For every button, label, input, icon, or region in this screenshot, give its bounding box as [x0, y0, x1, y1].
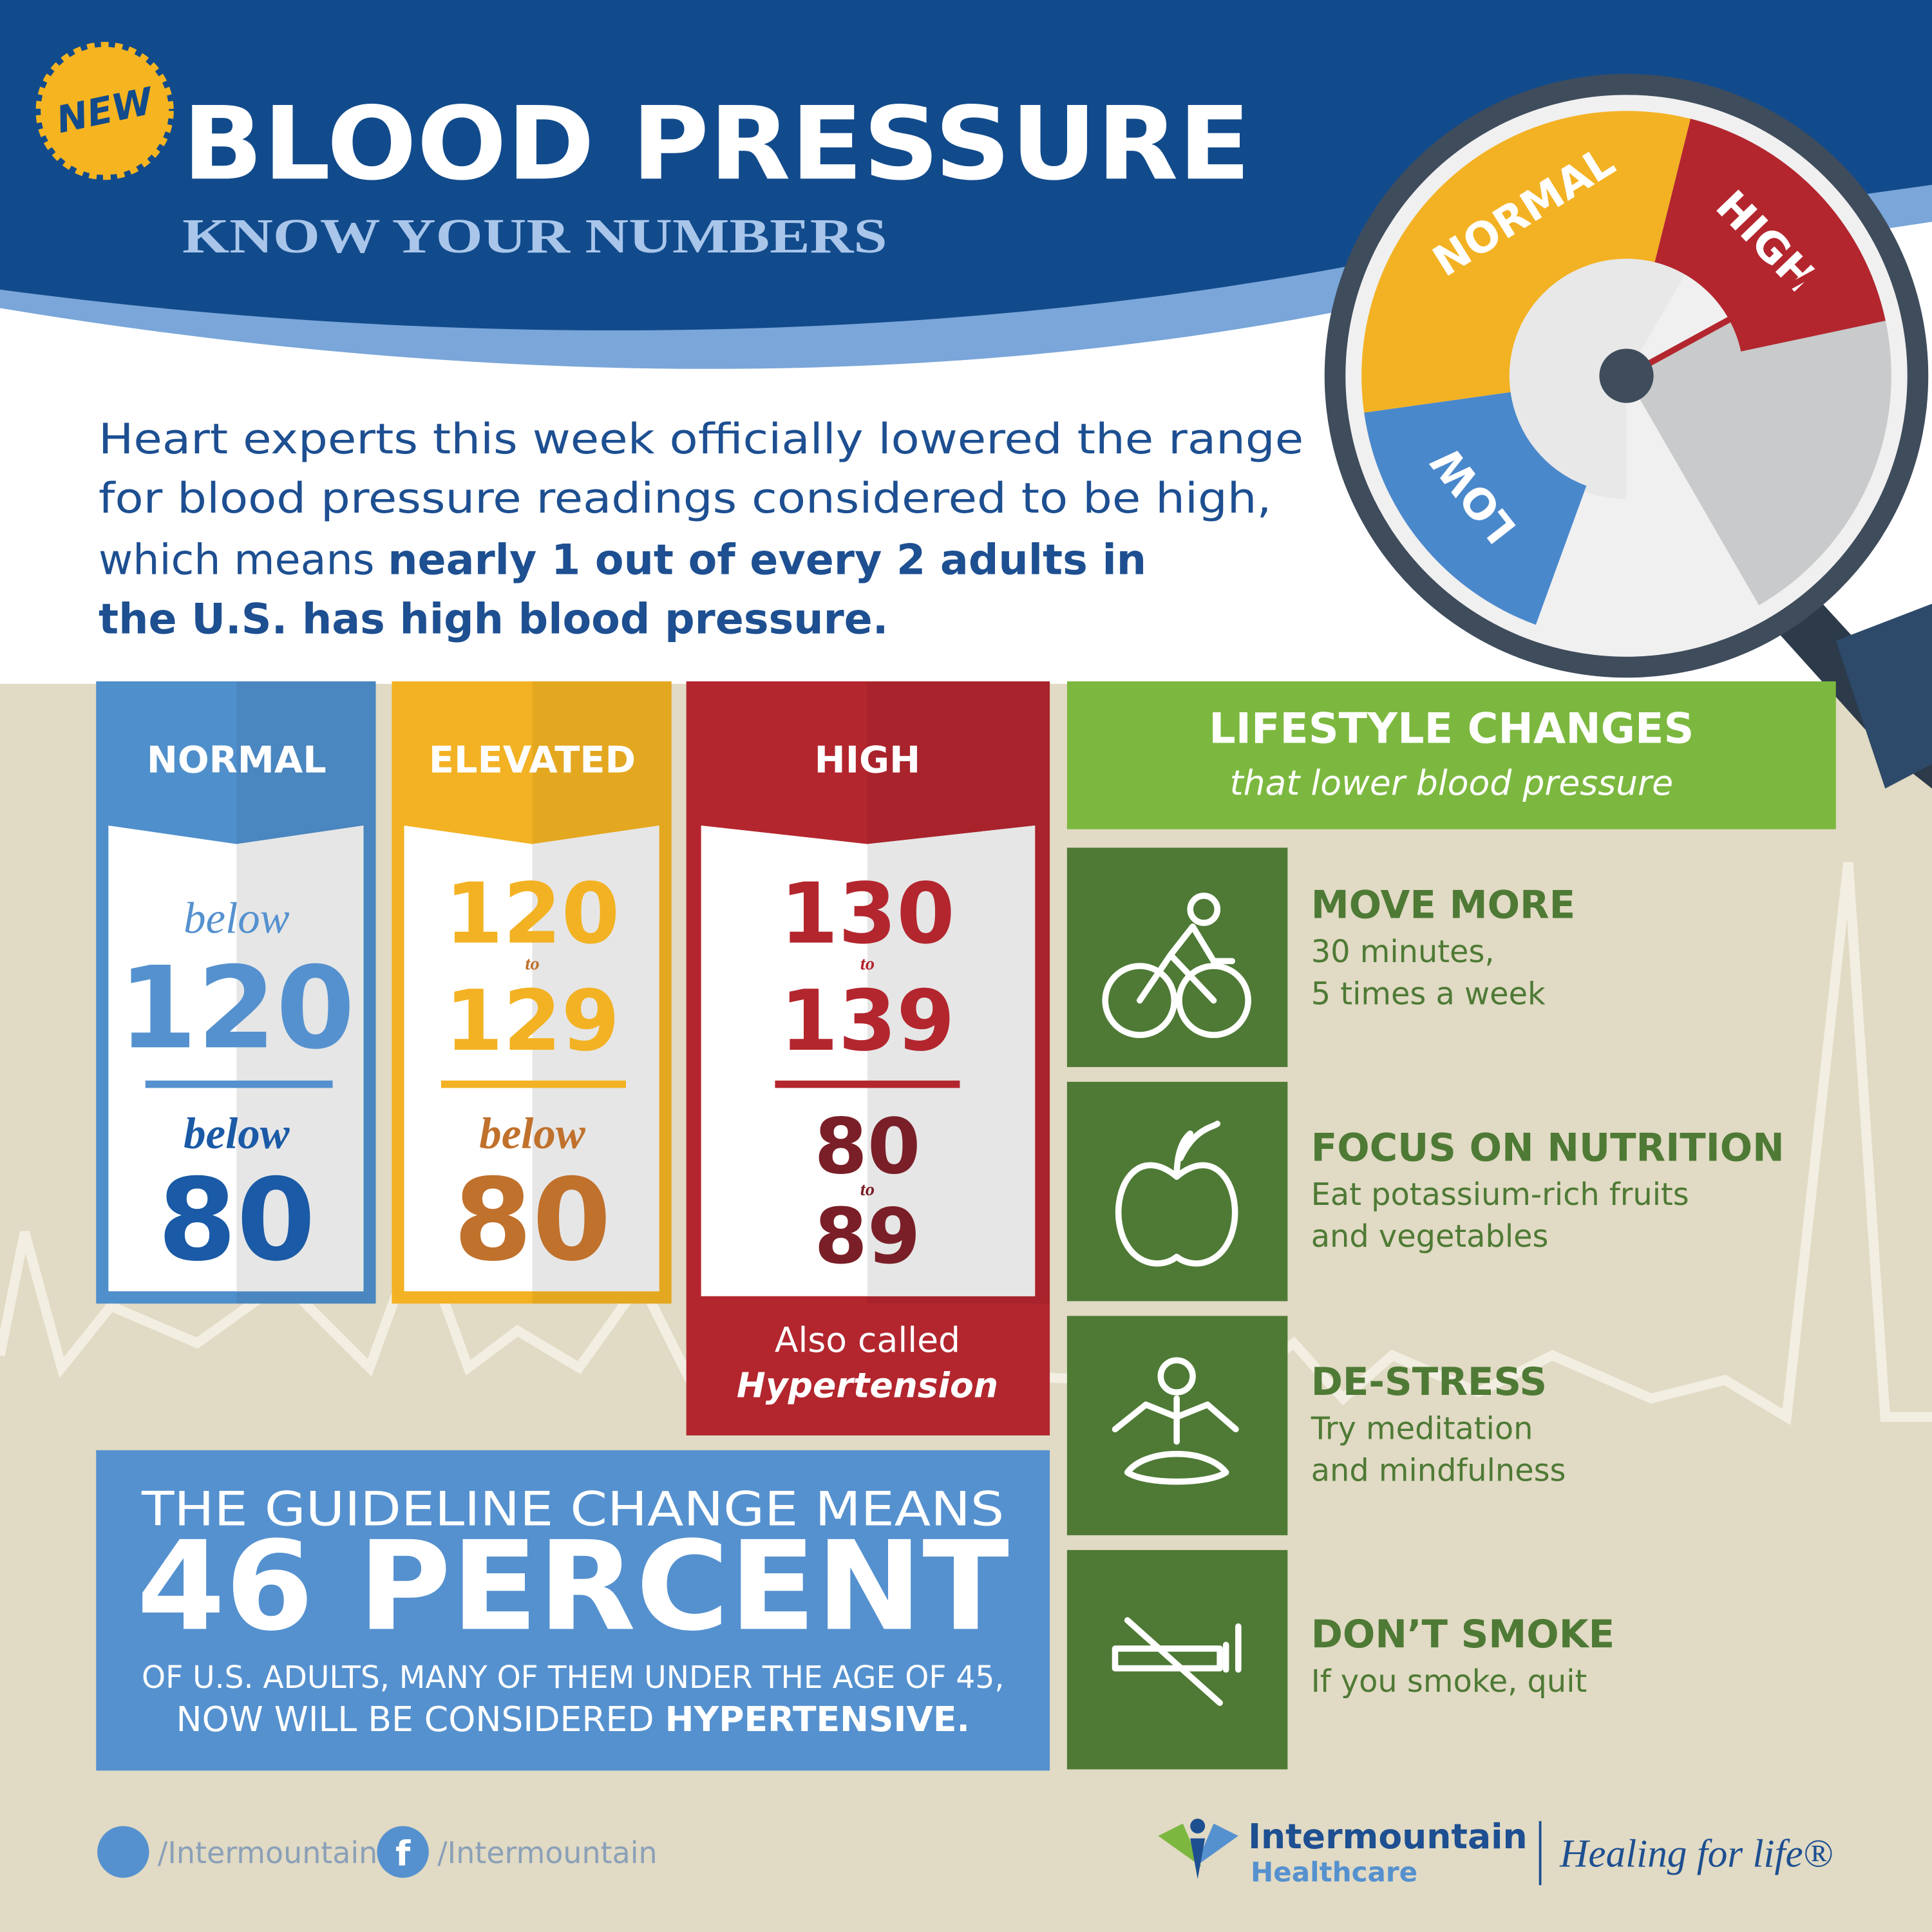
needle — [1625, 258, 1838, 379]
card-number: 80 — [453, 1154, 611, 1286]
tip-text: Eat potassium-rich fruits — [1311, 1177, 1689, 1213]
tip-title: MOVE MORE — [1311, 882, 1575, 927]
new-badge — [35, 42, 174, 180]
card-prefix: below — [479, 1109, 586, 1158]
intro-bold: the U.S. has high blood pressure. — [99, 595, 888, 643]
card-number: 120 — [445, 865, 620, 963]
gauge-normal — [1361, 111, 1691, 413]
tip-title: DE-STRESS — [1311, 1359, 1547, 1404]
card-prefix: below — [184, 893, 290, 942]
needle-hub — [1599, 348, 1654, 403]
twitter-icon — [97, 1826, 149, 1878]
subtitle: KNOW YOUR NUMBERS — [182, 209, 887, 263]
card-note: Also called — [775, 1320, 960, 1360]
lifestyle-list: MOVE MORE 30 minutes, 5 times a week FOCUS … — [1066, 848, 1785, 1770]
card-number: 89 — [814, 1192, 920, 1281]
stat-bold: HYPERTENSIVE. — [665, 1699, 970, 1739]
card-panel-shade — [867, 825, 1036, 1296]
no-smoking-icon — [1112, 1617, 1242, 1706]
tip-title: DON’T SMOKE — [1311, 1612, 1615, 1656]
icon-shape — [1112, 1645, 1223, 1672]
stat-line: THE GUIDELINE CHANGE MEANS — [141, 1483, 1004, 1537]
card-note-bold: Hypertension — [737, 1365, 998, 1406]
facebook-handle: /Intermountain — [437, 1835, 657, 1870]
brand-logo — [1158, 1818, 1238, 1879]
card-title: HIGH — [815, 739, 920, 782]
stat-line: OF U.S. ADULTS, MANY OF THEM UNDER THE A… — [142, 1660, 1004, 1696]
card-to: to — [525, 954, 539, 974]
card-to: to — [860, 1179, 875, 1200]
stat-box — [96, 1450, 1050, 1771]
card-number: 120 — [118, 942, 355, 1074]
intro-line: Heart experts this week officially lower… — [99, 415, 1303, 464]
handle — [1835, 603, 1932, 789]
stat-big: 46 PERCENT — [137, 1515, 1009, 1658]
icon-shape — [1112, 1395, 1239, 1485]
tip-title: FOCUS ON NUTRITION — [1311, 1125, 1785, 1170]
facebook-icon — [377, 1826, 429, 1878]
twitter-handle: /Intermountain — [158, 1835, 377, 1870]
gauge-low — [1364, 392, 1587, 625]
icon-shape — [1124, 1617, 1242, 1706]
brand-name: Intermountain — [1248, 1816, 1528, 1857]
card-number: 139 — [780, 972, 955, 1070]
tagline: Healing for life® — [1559, 1832, 1833, 1876]
stat-text: NOW WILL BE CONSIDERED — [176, 1699, 665, 1739]
icon-shape — [1136, 923, 1236, 1004]
stat-line: NOW WILL BE CONSIDERED HYPERTENSIVE. — [176, 1699, 970, 1739]
card-title: NORMAL — [147, 739, 327, 782]
icon-shape — [1195, 1823, 1238, 1867]
card-prefix: below — [184, 1109, 290, 1158]
icon-shape — [1190, 1818, 1206, 1833]
normal-card: NORMAL below 120 below 80 — [96, 681, 376, 1304]
tip-text: Try meditation — [1311, 1412, 1533, 1447]
meditation-icon — [1112, 1357, 1239, 1485]
intro-line: which means — [99, 536, 388, 585]
icon-shape — [1176, 963, 1251, 1038]
card-title: ELEVATED — [429, 739, 636, 782]
gauge-inner-light — [1503, 252, 1689, 499]
card-number: 80 — [158, 1154, 316, 1286]
card-number: 129 — [445, 972, 620, 1070]
lifestyle-header — [1066, 681, 1836, 829]
intro-bold: nearly 1 out of every 2 adults in — [388, 536, 1146, 585]
gauge-inner — [1626, 243, 1891, 605]
tip-text: and vegetables — [1311, 1219, 1549, 1255]
tip-icon-box — [1066, 1549, 1288, 1770]
icon-shape — [1157, 1357, 1196, 1396]
icon-shape — [1115, 1121, 1238, 1267]
icon-shape — [1158, 1823, 1202, 1867]
lifestyle-subtitle: that lower blood pressure — [1230, 762, 1673, 803]
title: BLOOD PRESSURE — [182, 84, 1251, 202]
brand-sub: Healthcare — [1251, 1857, 1417, 1888]
tip-text: If you smoke, quit — [1311, 1664, 1587, 1700]
tip-icon-box — [1066, 1081, 1288, 1302]
apple-icon — [1115, 1121, 1238, 1267]
bike-icon — [1102, 893, 1251, 1038]
card-number: 130 — [780, 865, 955, 963]
gauge-high — [1654, 118, 1886, 352]
intro: Heart experts this week officially lower… — [99, 415, 1317, 643]
high-card: HIGH 130 to 139 80 to 89 Also called Hyp… — [686, 681, 1050, 1435]
card-to: to — [860, 954, 875, 974]
card-panel-shade — [236, 825, 364, 1292]
icon-shape — [1102, 963, 1178, 1038]
icon-shape — [1190, 1838, 1206, 1879]
tip-icon-box — [1066, 848, 1288, 1067]
tip-text: 5 times a week — [1311, 976, 1546, 1012]
icon-shape — [1187, 893, 1221, 926]
elevated-card: ELEVATED 120 to 129 below 80 — [392, 681, 672, 1304]
tip-text: and mindfulness — [1311, 1454, 1566, 1489]
intro-line: for blood pressure readings considered t… — [99, 475, 1271, 523]
icons — [1102, 893, 1251, 1706]
facebook-glyph: f — [395, 1833, 411, 1874]
card-number: 80 — [814, 1102, 920, 1191]
card-panel-shade — [532, 825, 659, 1292]
lifestyle-title: LIFESTYLE CHANGES — [1209, 705, 1694, 753]
tip-text: 30 minutes, — [1311, 934, 1495, 970]
